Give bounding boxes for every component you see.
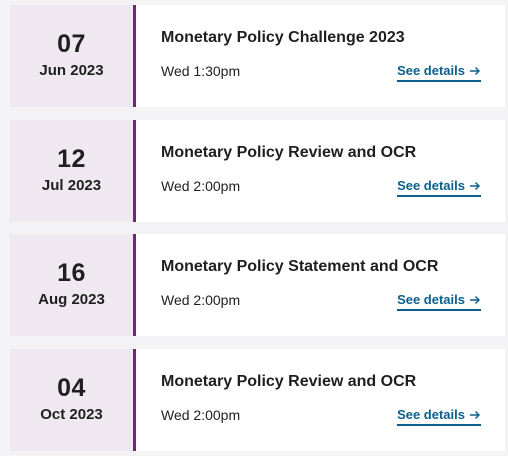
event-date: 16 Aug 2023 [10,234,136,336]
see-details-link[interactable]: See details [397,292,481,311]
arrow-right-icon [470,181,481,191]
event-day: 16 [57,259,86,287]
event-card: 12 Jul 2023 Monetary Policy Review and O… [10,120,505,222]
event-date: 12 Jul 2023 [10,120,136,222]
arrow-right-icon [470,295,481,305]
arrow-right-icon [470,66,481,76]
event-info: Monetary Policy Statement and OCR Wed 2:… [136,234,505,336]
arrow-right-icon [470,410,481,420]
event-day: 04 [57,374,86,402]
event-info: Monetary Policy Challenge 2023 Wed 1:30p… [136,5,505,107]
see-details-link[interactable]: See details [397,178,481,197]
event-title: Monetary Policy Challenge 2023 [161,29,405,47]
see-details-label: See details [397,292,465,307]
event-card: 07 Jun 2023 Monetary Policy Challenge 20… [10,5,505,107]
event-day: 07 [57,30,86,58]
event-time: Wed 2:00pm [161,407,240,423]
event-date: 07 Jun 2023 [10,5,136,107]
event-month: Oct 2023 [40,404,103,426]
see-details-link[interactable]: See details [397,63,481,82]
event-time: Wed 1:30pm [161,63,240,79]
event-time: Wed 2:00pm [161,292,240,308]
event-title: Monetary Policy Review and OCR [161,373,416,391]
event-info: Monetary Policy Review and OCR Wed 2:00p… [136,120,505,222]
see-details-link[interactable]: See details [397,407,481,426]
event-title: Monetary Policy Statement and OCR [161,258,438,276]
event-day: 12 [57,145,86,173]
event-date: 04 Oct 2023 [10,349,136,451]
event-info: Monetary Policy Review and OCR Wed 2:00p… [136,349,505,451]
event-month: Aug 2023 [38,289,105,311]
event-month: Jun 2023 [39,60,103,82]
see-details-label: See details [397,407,465,422]
see-details-label: See details [397,63,465,78]
see-details-label: See details [397,178,465,193]
event-time: Wed 2:00pm [161,178,240,194]
event-card: 16 Aug 2023 Monetary Policy Statement an… [10,234,505,336]
event-month: Jul 2023 [42,175,101,197]
event-card: 04 Oct 2023 Monetary Policy Review and O… [10,349,505,451]
event-title: Monetary Policy Review and OCR [161,144,416,162]
